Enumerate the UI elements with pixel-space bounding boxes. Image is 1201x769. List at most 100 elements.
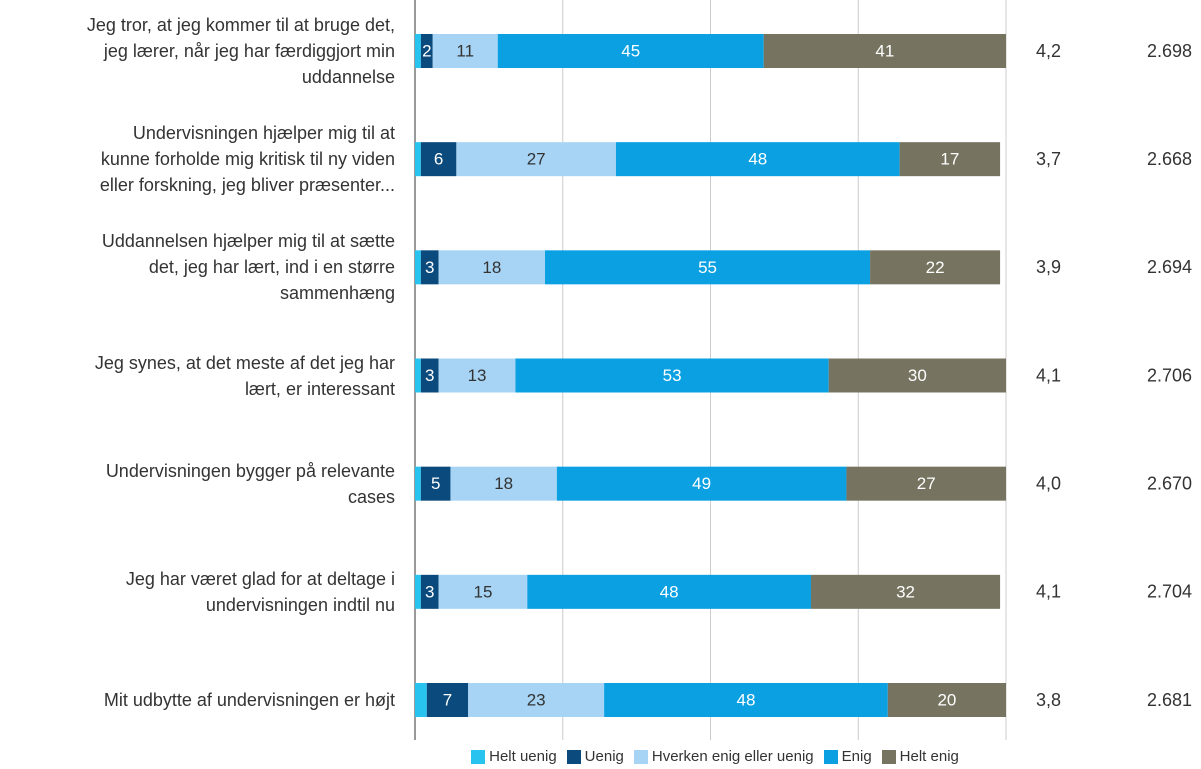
count-label: 2.694	[1147, 257, 1192, 277]
legend-item: Helt enig	[881, 748, 959, 765]
bar-segment	[763, 34, 1006, 68]
data-label: 7	[443, 690, 452, 709]
bar-segment	[615, 142, 900, 177]
data-label: 22	[926, 258, 945, 277]
bar-segment	[420, 574, 439, 609]
mean-label: 3,9	[1036, 257, 1061, 277]
mean-label: 4,0	[1036, 473, 1061, 493]
data-label: 18	[494, 474, 513, 493]
bar-segment	[415, 358, 421, 393]
data-label: 20	[937, 690, 956, 709]
category-label: Jeg synes, at det meste af det jeg har l…	[94, 352, 395, 399]
category-label: Undervisningen hjælper mig til at kunne …	[99, 123, 395, 196]
data-label: 18	[482, 258, 501, 277]
count-label: 2.706	[1147, 365, 1192, 385]
bar-segment	[420, 466, 451, 501]
count-label: 2.670	[1147, 473, 1192, 493]
data-label: 55	[698, 258, 717, 277]
legend: Helt uenig Uenig Hverken enig eller uenig E…	[415, 748, 1015, 765]
bar-segment	[438, 358, 516, 393]
bar-segment	[420, 34, 433, 68]
bar-segment	[420, 250, 439, 285]
count-label: 2.704	[1147, 582, 1192, 602]
count-label: 2.681	[1147, 690, 1192, 710]
bar-segment	[556, 466, 847, 501]
bar-segment	[415, 683, 427, 717]
data-label: 48	[748, 150, 767, 169]
bar-segment	[415, 34, 421, 68]
data-label: 32	[896, 582, 915, 601]
legend-swatch	[823, 749, 838, 764]
data-label: 11	[456, 41, 474, 60]
legend-swatch	[881, 749, 896, 764]
category-label: Uddannelsen hjælper mig til at sætte det…	[101, 231, 395, 304]
bar-segment	[810, 574, 1001, 609]
legend-item: Enig	[823, 748, 872, 765]
mean-label: 4,2	[1036, 41, 1061, 61]
bar-segment	[415, 574, 421, 609]
data-label: 27	[917, 474, 936, 493]
bar-segment	[420, 142, 457, 177]
bar-segment	[438, 250, 546, 285]
bar-segment	[415, 466, 421, 501]
data-label: 3	[425, 258, 434, 277]
count-label: 2.668	[1147, 149, 1192, 169]
data-label: 41	[875, 41, 894, 60]
data-label: 48	[736, 690, 755, 709]
bar-segment	[899, 142, 1001, 177]
legend-label: Helt enig	[899, 748, 959, 765]
mean-label: 4,1	[1036, 582, 1061, 602]
bar-segment	[432, 34, 498, 68]
bar-segment	[497, 34, 764, 68]
data-label: 17	[940, 150, 959, 169]
legend-item: Uenig	[566, 748, 624, 765]
legend-label: Hverken enig eller uenig	[651, 748, 814, 765]
bar-segment	[415, 250, 421, 285]
mean-label: 3,8	[1036, 690, 1061, 710]
category-label: Jeg tror, at jeg kommer til at bruge det…	[86, 15, 395, 87]
legend-label: Enig	[841, 748, 872, 765]
bar-segment	[426, 683, 469, 717]
data-label: 5	[431, 474, 440, 493]
bar-segment	[846, 466, 1006, 501]
bar-segment	[604, 683, 888, 717]
bar-segment	[450, 466, 557, 501]
bar-segment	[515, 358, 829, 393]
bar-segment	[456, 142, 616, 177]
data-label: 3	[425, 582, 434, 601]
data-label: 6	[434, 150, 443, 169]
bar-segment	[468, 683, 605, 717]
legend-swatch	[566, 749, 581, 764]
data-label: 48	[660, 582, 679, 601]
bar-segment	[887, 683, 1006, 717]
mean-label: 4,1	[1036, 365, 1061, 385]
category-label: Jeg har været glad for at deltage i unde…	[125, 568, 395, 615]
category-label: Mit udbytte af undervisningen er højt	[103, 690, 395, 710]
bar-segment	[545, 250, 871, 285]
data-label: 30	[908, 366, 927, 385]
bar-segment	[438, 574, 528, 609]
bar-segment	[828, 358, 1006, 393]
data-label: 15	[474, 582, 493, 601]
data-label: 2	[422, 41, 431, 60]
bar-segment	[415, 142, 421, 177]
data-label: 45	[621, 41, 640, 60]
bar-segment	[527, 574, 811, 609]
category-label: Undervisningen bygger på relevante cases	[105, 460, 395, 507]
legend-item: Hverken enig eller uenig	[633, 748, 814, 765]
legend-swatch	[633, 749, 648, 764]
data-label: 53	[663, 366, 682, 385]
count-label: 2.698	[1147, 41, 1192, 61]
data-label: 49	[692, 474, 711, 493]
data-label: 23	[527, 690, 546, 709]
legend-label: Helt uenig	[489, 748, 557, 765]
mean-label: 3,7	[1036, 149, 1061, 169]
legend-label: Uenig	[584, 748, 624, 765]
data-label: 13	[468, 366, 487, 385]
legend-swatch	[471, 749, 486, 764]
data-label: 27	[527, 150, 546, 169]
bar-segment	[870, 250, 1001, 285]
data-label: 3	[425, 366, 434, 385]
